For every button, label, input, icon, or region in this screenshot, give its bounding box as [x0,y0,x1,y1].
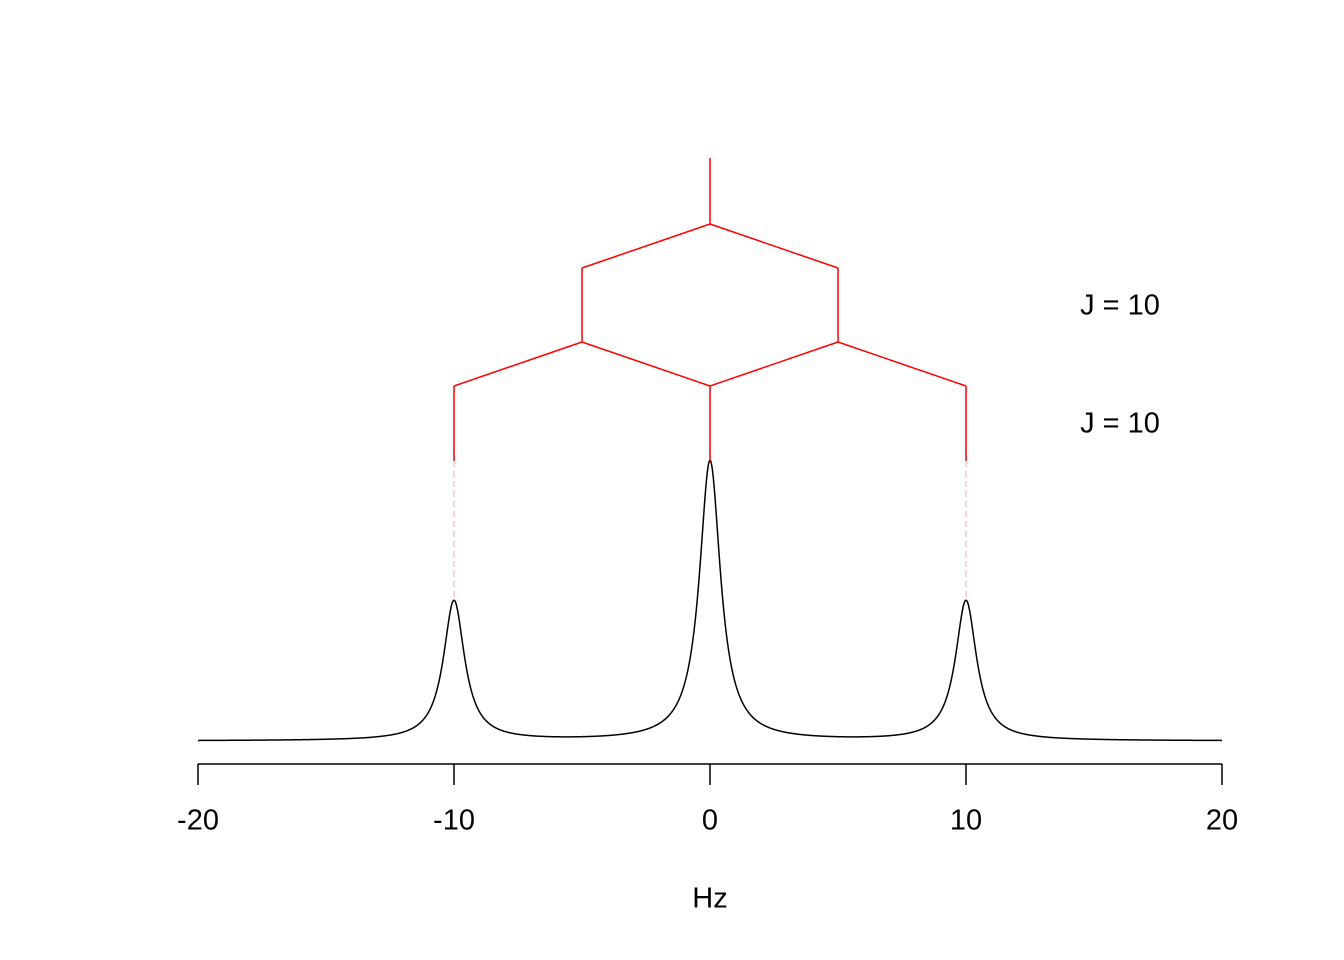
x-tick-label: 10 [950,805,982,837]
x-axis-label: Hz [692,883,727,915]
tree-branch [581,341,711,387]
x-tick-label: 0 [702,805,718,837]
coupling-label: J = 10 [1080,290,1160,322]
x-tick-label: 20 [1206,805,1238,837]
x-tick-label: -10 [433,805,475,837]
tree-branch [837,341,967,387]
x-tick-label: -20 [177,805,219,837]
tree-branch [709,223,839,269]
coupling-label: J = 10 [1080,408,1160,440]
tree-branch [709,341,839,387]
spectrum-curve [198,459,1222,742]
tree-branch [453,341,583,387]
tree-branch [581,223,711,269]
